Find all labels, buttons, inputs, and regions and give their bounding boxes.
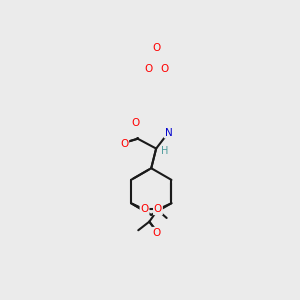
Text: O: O bbox=[144, 64, 152, 74]
Text: O: O bbox=[153, 228, 161, 238]
Text: O: O bbox=[160, 64, 168, 74]
Text: O: O bbox=[140, 204, 149, 214]
Text: H: H bbox=[161, 146, 168, 156]
Text: O: O bbox=[131, 118, 140, 128]
Text: N: N bbox=[165, 128, 172, 138]
Text: O: O bbox=[154, 204, 162, 214]
Text: O: O bbox=[152, 43, 160, 53]
Text: O: O bbox=[120, 139, 128, 148]
